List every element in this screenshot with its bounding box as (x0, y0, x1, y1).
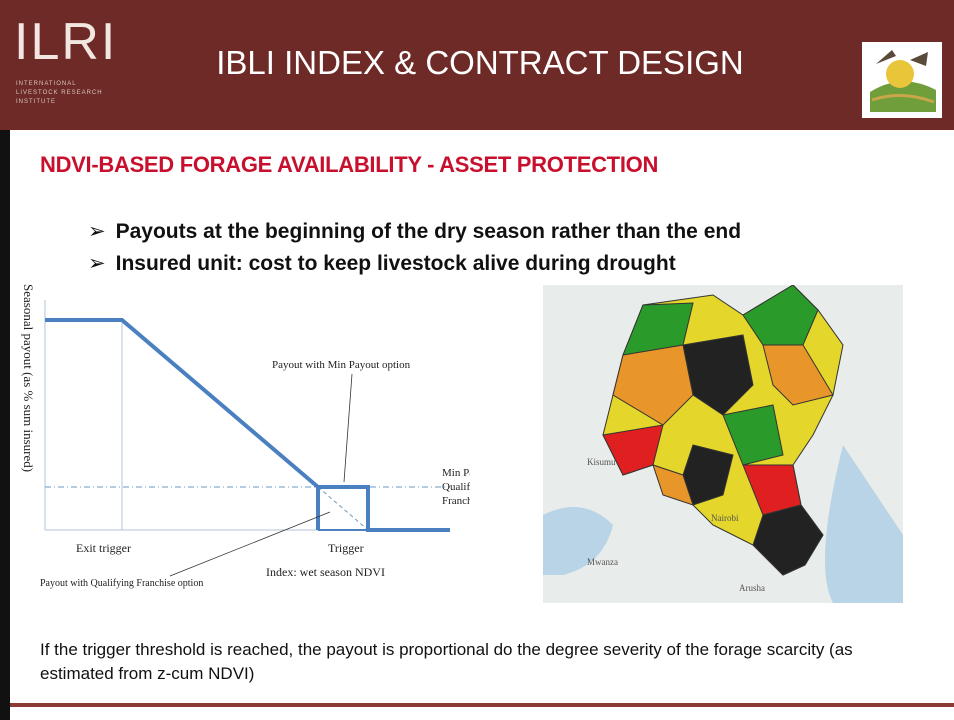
icon-satellite (876, 50, 928, 66)
annotation: Min Payout/ (442, 467, 470, 479)
logo-subtext-line: LIVESTOCK RESEARCH (16, 90, 103, 96)
payout-diagram: Seasonal payout (as % sum insured) Payou… (21, 284, 470, 589)
logo: ILRI (14, 13, 118, 71)
region (682, 444, 734, 506)
logo-subtext-line: INSTITUTE (16, 99, 56, 105)
region (762, 344, 834, 406)
franchise-dashed (317, 486, 369, 531)
bullet: Payouts at the beginning of the dry seas… (88, 216, 741, 248)
icon-path (871, 93, 935, 104)
bullet: Insured unit: cost to keep livestock ali… (88, 248, 741, 280)
annotation-arrow (169, 511, 331, 577)
trigger-label: Trigger (328, 541, 364, 555)
bullet-list: Payouts at the beginning of the dry seas… (88, 216, 741, 280)
y-axis-label: Seasonal payout (as % sum insured) (21, 284, 36, 472)
slide-title: IBLI INDEX & CONTRACT DESIGN (216, 44, 744, 81)
annotation: Payout with Min Payout option (272, 359, 411, 371)
region (752, 504, 824, 576)
map-label: Nairobi (711, 513, 739, 523)
region (612, 344, 694, 426)
section-heading: NDVI-BASED FORAGE AVAILABILITY - ASSET P… (40, 152, 659, 177)
annotation: Franchise (442, 495, 470, 507)
ibli-icon (862, 42, 942, 118)
annotation: Payout with Qualifying Franchise option (40, 578, 203, 589)
icon-sun (886, 60, 914, 88)
payout-line (45, 318, 320, 530)
map-label: Mwanza (587, 557, 618, 567)
logo-subtext-line: INTERNATIONAL (16, 81, 77, 87)
left-border (0, 130, 10, 720)
region (742, 285, 819, 346)
header-bar: ILRI INTERNATIONAL LIVESTOCK RESEARCH IN… (0, 0, 954, 130)
annotation-arrow (343, 373, 353, 483)
footer-text: If the trigger threshold is reached, the… (40, 640, 853, 683)
map-label: Kisumu (587, 457, 616, 467)
exit-trigger-label: Exit trigger (76, 541, 131, 555)
logo-subtext: INTERNATIONAL LIVESTOCK RESEARCH INSTITU… (16, 80, 103, 107)
region (652, 464, 694, 506)
x-axis-label: Index: wet season NDVI (266, 565, 385, 579)
annotation: Qualifying (442, 481, 470, 493)
ocean (825, 445, 903, 603)
map-label: Arusha (739, 583, 765, 593)
ndvi-map: Kisumu Nairobi Mwanza Arusha (543, 285, 903, 603)
region (722, 404, 784, 466)
payout-box (318, 485, 450, 532)
bottom-rule (10, 703, 954, 707)
lake (543, 507, 613, 575)
